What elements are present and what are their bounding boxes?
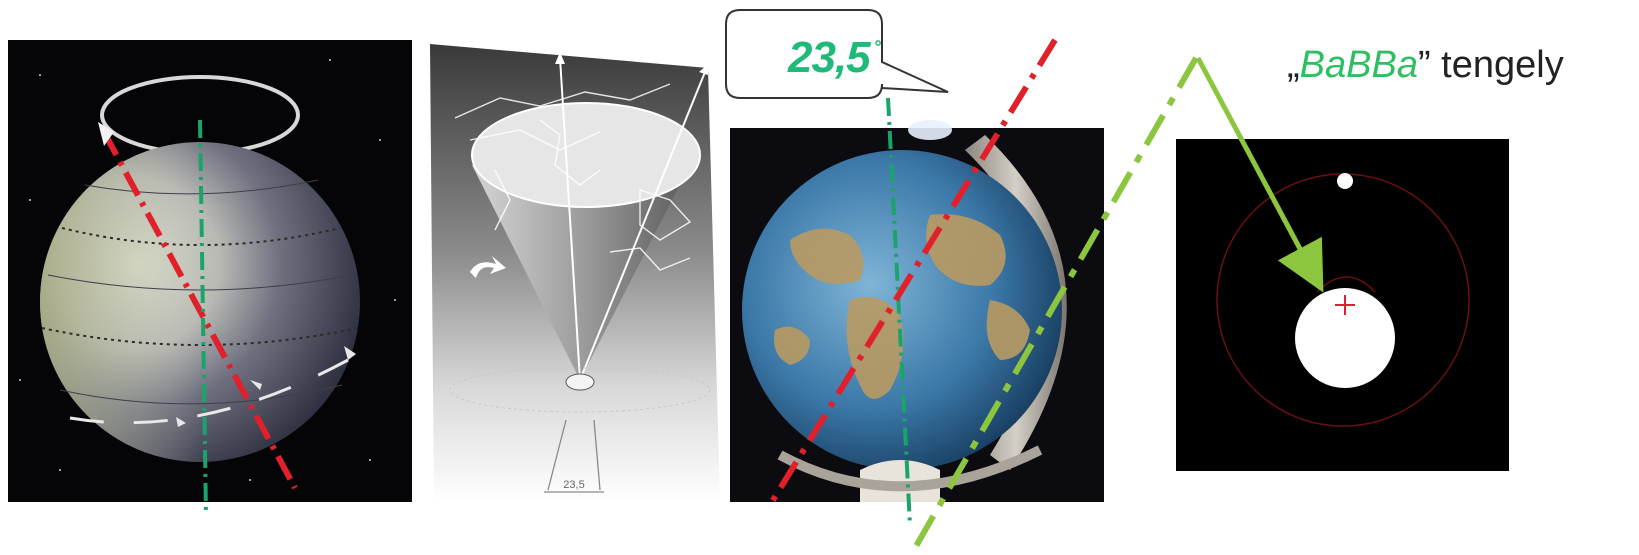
earth-disc <box>1295 288 1395 388</box>
tilt-angle-value: 23,5 ° <box>788 33 881 83</box>
cone-angle-label: 23,5 <box>563 479 584 491</box>
axis-arrowhead <box>98 122 114 146</box>
continents <box>774 214 1030 399</box>
tilted-rotation-axis <box>101 130 298 490</box>
open-quote: „ <box>1287 44 1300 86</box>
precession-cone-sketch: 23,5 <box>430 44 720 502</box>
barycenter-marker <box>1335 295 1355 315</box>
angle-value: 23,5 <box>788 33 871 82</box>
earth-sphere-panel <box>8 40 412 516</box>
latitude-lines <box>41 227 359 346</box>
globe-photo-panel <box>730 38 1104 526</box>
globe-tilted-axis <box>767 38 1058 507</box>
close-quote: ” <box>1417 44 1431 86</box>
babba-axis-label: „BaBBa” tengely <box>1287 44 1564 87</box>
orbit-diagram-panel <box>1176 139 1509 471</box>
babba-axis-line <box>912 56 1199 550</box>
angle-callout <box>725 9 949 99</box>
degree-sign: ° <box>873 37 881 57</box>
moon-icon <box>1337 173 1353 189</box>
axis-label-suffix: tengely <box>1430 44 1564 86</box>
globe-vertical-axis <box>886 97 912 526</box>
babba-name: BaBBa <box>1299 44 1418 86</box>
babba-pointer-arrow <box>1195 56 1324 293</box>
